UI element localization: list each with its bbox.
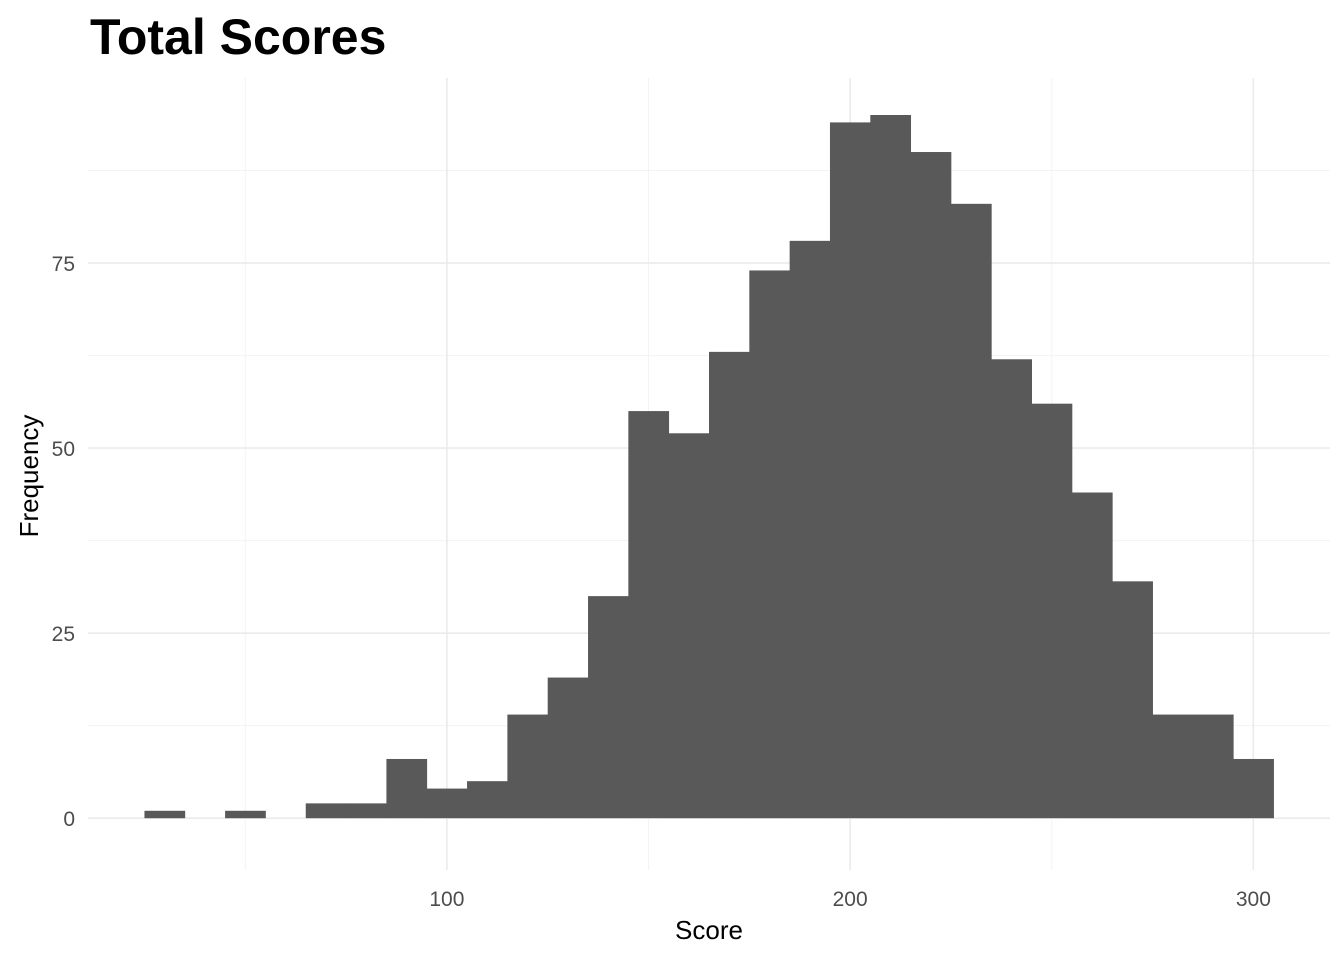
x-tick-label: 200	[833, 888, 868, 911]
x-tick-label: 100	[429, 888, 464, 911]
histogram-bar	[950, 203, 992, 819]
histogram-bar	[1112, 581, 1153, 819]
histogram-bar	[144, 810, 186, 819]
histogram-bar	[1071, 492, 1113, 819]
histogram-bar	[507, 714, 549, 819]
histogram-bar	[225, 810, 266, 819]
histogram-bar	[870, 115, 912, 819]
histogram-bar	[1152, 714, 1194, 819]
y-tick-label: 75	[52, 253, 75, 276]
histogram-bar	[749, 270, 791, 819]
histogram-bar	[547, 677, 589, 819]
x-axis-title: Score	[675, 915, 743, 945]
histogram-bar	[467, 781, 508, 819]
histogram-bar	[426, 788, 468, 819]
histogram-bar	[628, 411, 670, 819]
y-tick-label: 25	[52, 623, 75, 646]
histogram-bars	[144, 115, 1274, 819]
y-axis-title: Frequency	[14, 415, 44, 538]
y-tick-label: 50	[52, 438, 75, 461]
histogram-bar	[305, 803, 347, 819]
histogram-bar	[789, 240, 831, 819]
tick-labels: 100 200 300 0 25 50 75	[52, 253, 1271, 911]
histogram-bar	[346, 803, 387, 819]
histogram-bar	[668, 433, 710, 819]
x-tick-label: 300	[1236, 888, 1271, 911]
histogram-bar	[910, 152, 952, 819]
histogram-bar	[829, 122, 871, 819]
histogram-bar	[588, 596, 629, 819]
chart-title: Total Scores	[90, 9, 386, 65]
histogram-bar	[1031, 403, 1073, 819]
histogram-bar	[386, 758, 428, 819]
histogram-bar	[1192, 714, 1234, 819]
histogram-bar	[991, 359, 1032, 819]
histogram-bar	[1233, 758, 1274, 819]
histogram-bar	[709, 351, 750, 819]
y-tick-label: 0	[63, 808, 75, 831]
